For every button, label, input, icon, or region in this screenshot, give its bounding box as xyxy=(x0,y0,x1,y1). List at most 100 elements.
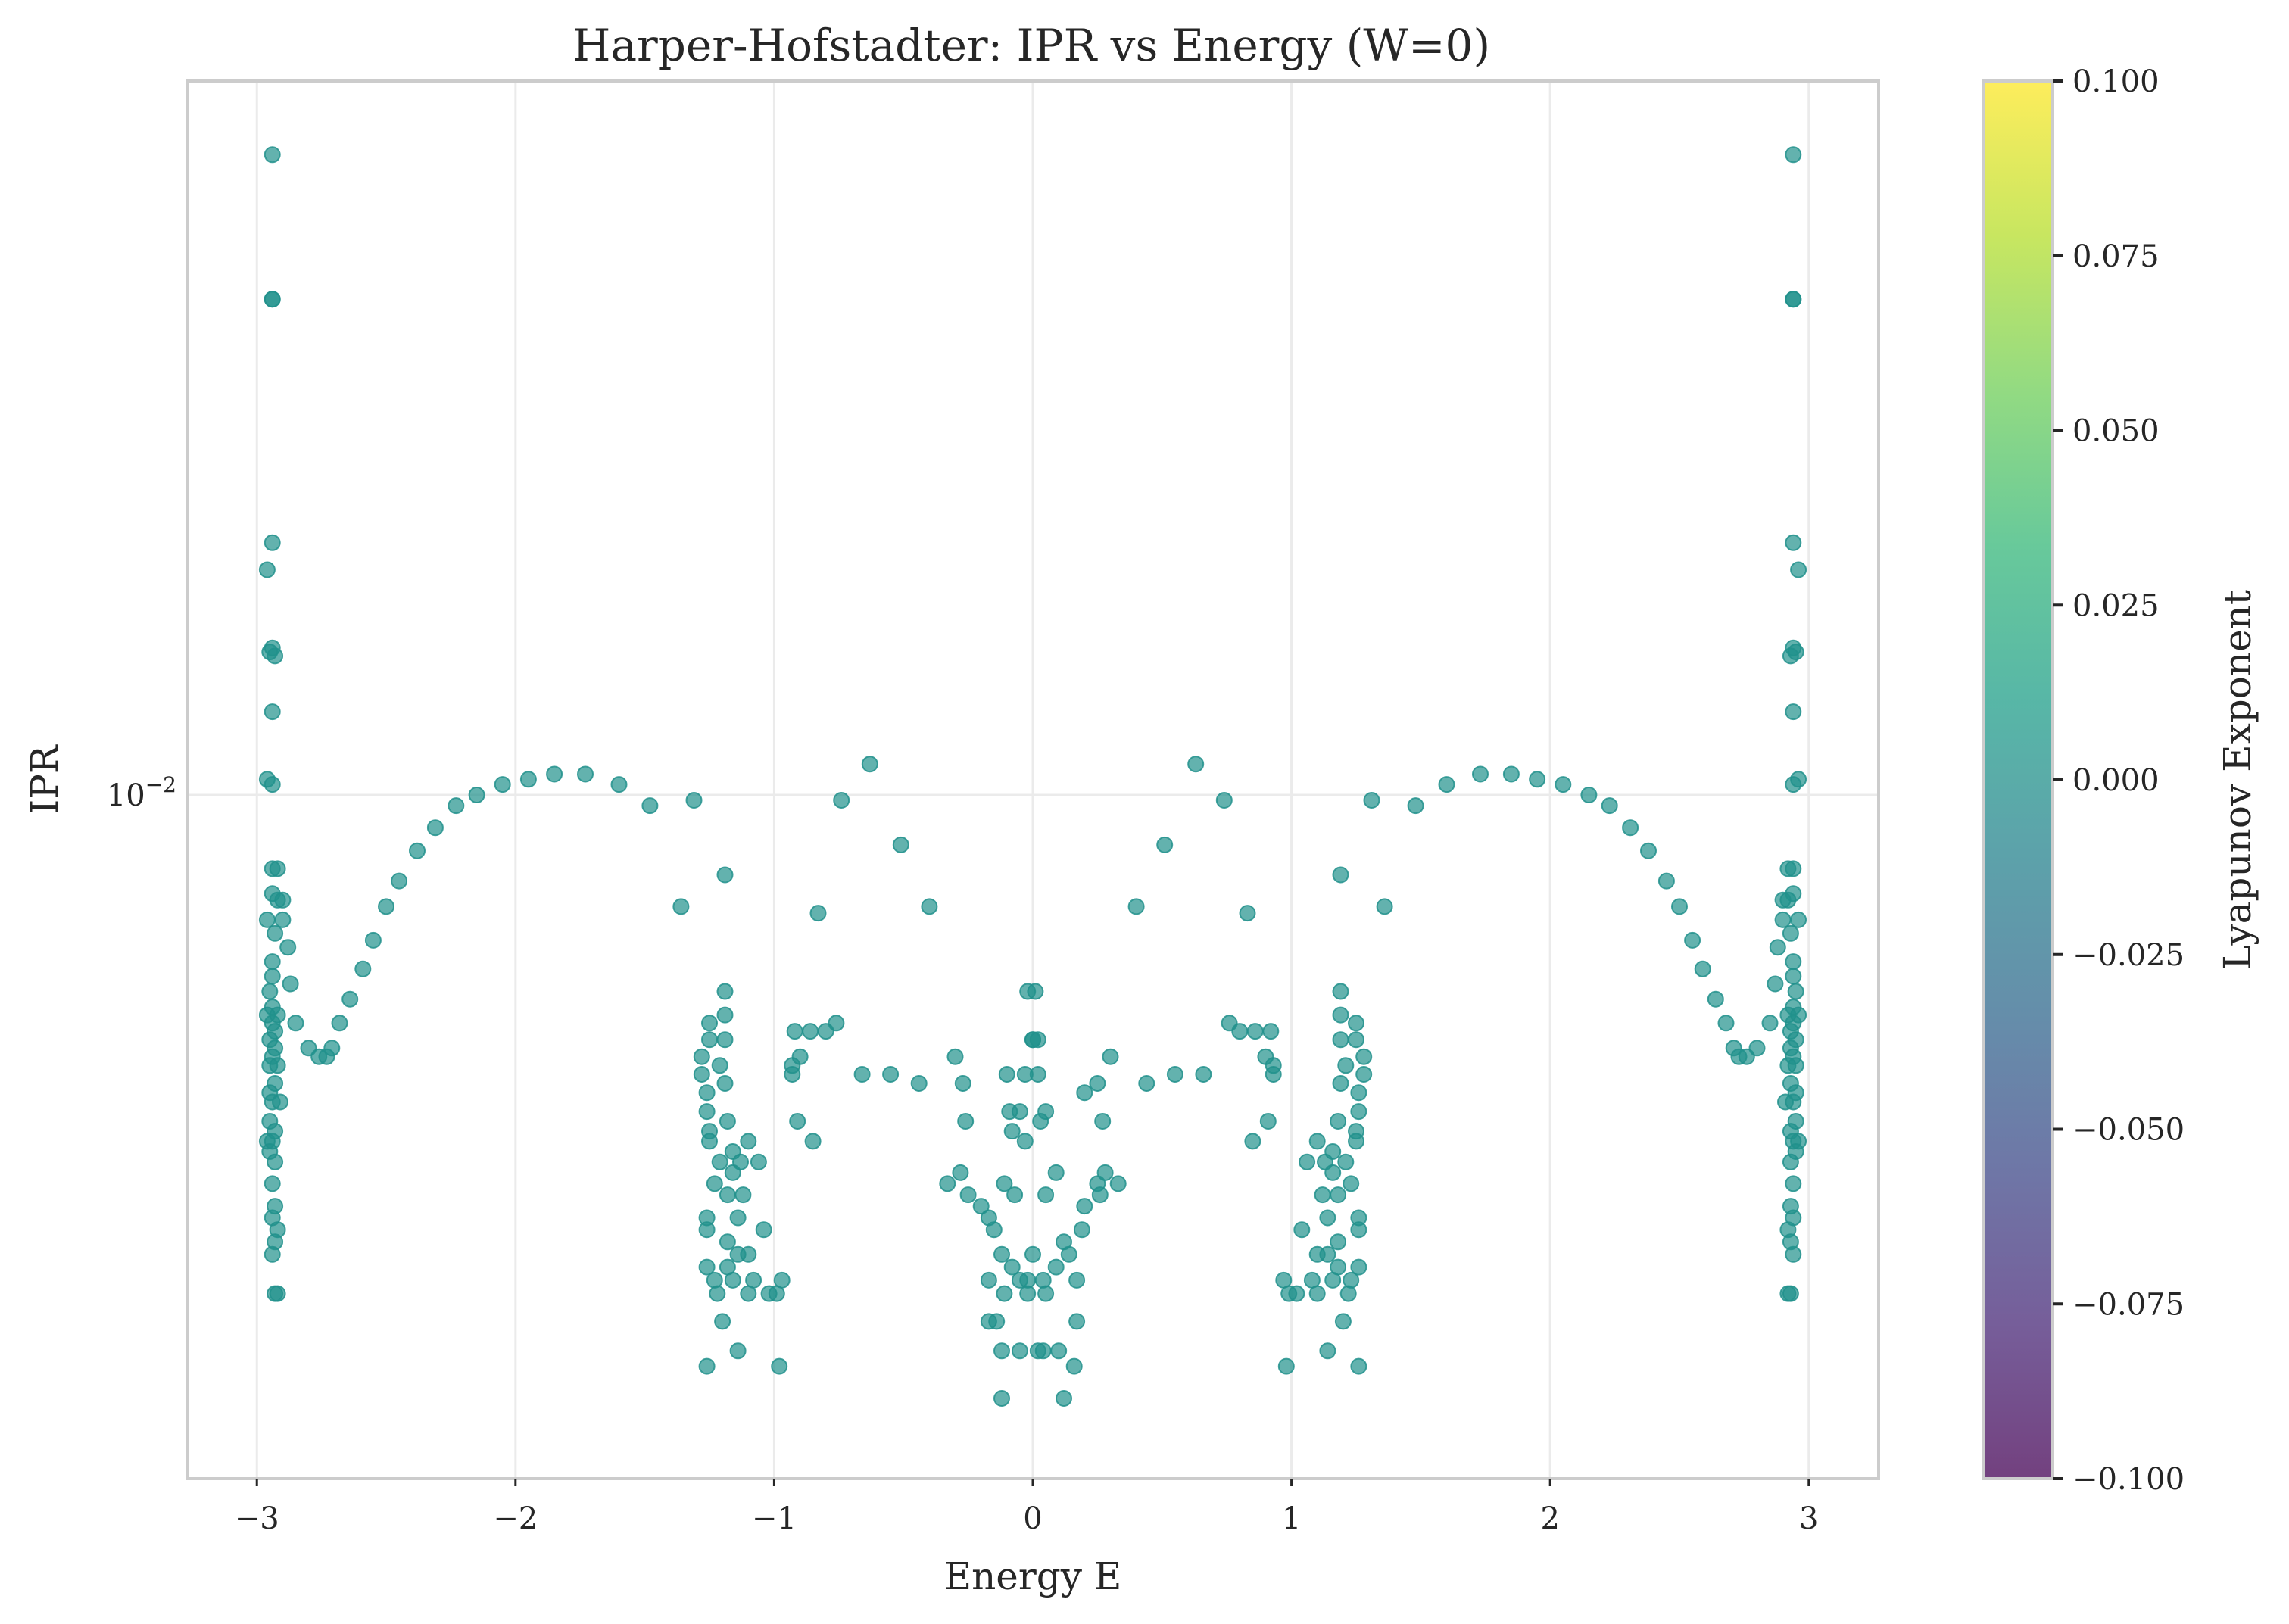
data-point xyxy=(993,1390,1010,1407)
data-point xyxy=(264,703,281,721)
data-point xyxy=(269,860,286,877)
data-point xyxy=(685,792,703,809)
data-point xyxy=(1779,860,1797,877)
data-point xyxy=(1438,776,1455,793)
data-point xyxy=(1332,983,1349,1000)
y-axis-label: IPR xyxy=(23,744,67,814)
data-point xyxy=(1096,1164,1114,1181)
colorbar-tick-label: 0.075 xyxy=(2072,239,2160,274)
colorbar-ticks: 0.100 0.075 0.050 0.025 0.000 −0.025 −0.050 −0.… xyxy=(2053,64,2185,1497)
data-point xyxy=(719,1186,736,1204)
data-point xyxy=(716,1006,734,1024)
data-point xyxy=(701,1133,718,1150)
data-point xyxy=(1348,1133,1364,1150)
data-point xyxy=(264,1245,281,1263)
data-point xyxy=(706,1271,723,1289)
x-tick-label: 3 xyxy=(1799,1501,1818,1536)
data-point xyxy=(269,1006,286,1024)
data-point xyxy=(1060,1245,1077,1263)
data-point xyxy=(786,1023,803,1040)
data-point xyxy=(1640,842,1657,859)
data-point xyxy=(1138,1075,1155,1092)
data-point xyxy=(1767,975,1784,993)
data-point xyxy=(1156,836,1174,853)
data-point xyxy=(817,1023,834,1040)
data-point xyxy=(1215,792,1233,809)
data-point xyxy=(1332,1075,1349,1092)
data-point xyxy=(1019,1285,1037,1302)
data-point xyxy=(1056,1390,1072,1407)
data-point xyxy=(996,1285,1013,1302)
x-axis-ticks: −3 −2 −1 0 1 2 3 xyxy=(235,1479,1818,1536)
data-point xyxy=(789,1113,806,1130)
data-point xyxy=(1091,1186,1109,1204)
data-point xyxy=(1314,1186,1331,1204)
data-point xyxy=(1334,1313,1352,1330)
data-point xyxy=(1339,1285,1357,1302)
data-point xyxy=(1787,983,1804,1000)
data-point xyxy=(711,1057,728,1074)
data-point xyxy=(264,776,281,793)
data-point xyxy=(519,771,537,788)
data-point xyxy=(1337,1057,1355,1074)
chart-title: Harper-Hofstadter: IPR vs Energy (W=0) xyxy=(572,20,1490,71)
data-point xyxy=(768,1285,785,1302)
data-point xyxy=(714,1313,731,1330)
data-point xyxy=(1262,1023,1280,1040)
colorbar-tick-label: −0.075 xyxy=(2072,1287,2185,1322)
data-point xyxy=(1047,1258,1065,1276)
data-point xyxy=(716,866,734,884)
x-tick-label: −1 xyxy=(752,1501,797,1536)
data-point xyxy=(954,1075,971,1092)
data-point xyxy=(1003,1123,1021,1140)
data-point xyxy=(267,647,284,665)
data-point xyxy=(1319,1342,1336,1360)
data-point xyxy=(672,898,690,915)
data-point xyxy=(1003,1258,1021,1276)
data-point xyxy=(921,898,938,915)
data-point xyxy=(698,1258,716,1276)
data-point xyxy=(323,1040,341,1057)
data-point xyxy=(1037,1186,1055,1204)
data-point xyxy=(734,1186,752,1204)
x-tick-label: −3 xyxy=(235,1501,279,1536)
data-point xyxy=(1748,1040,1766,1057)
colorbar-tick-label: 0.100 xyxy=(2072,64,2160,99)
data-point xyxy=(258,911,276,928)
data-point xyxy=(1782,1153,1799,1170)
data-point xyxy=(1785,146,1802,164)
colorbar-tick-label: −0.025 xyxy=(2072,938,2185,973)
data-point xyxy=(1790,561,1807,578)
data-point xyxy=(1332,1031,1349,1049)
data-point xyxy=(1068,1313,1086,1330)
data-point xyxy=(261,983,279,1000)
data-point xyxy=(1029,1342,1046,1360)
data-point xyxy=(1319,1209,1336,1227)
data-point xyxy=(494,776,511,793)
data-point xyxy=(1785,1245,1802,1263)
data-point xyxy=(1355,1066,1373,1083)
data-point xyxy=(274,891,292,909)
data-point xyxy=(1244,1133,1261,1150)
data-point xyxy=(1790,911,1807,928)
data-point xyxy=(1024,1245,1041,1263)
data-point xyxy=(1332,1006,1349,1024)
data-point xyxy=(1324,1271,1342,1289)
data-point xyxy=(957,1113,975,1130)
data-point xyxy=(729,1342,747,1360)
data-point xyxy=(791,1048,809,1065)
data-point xyxy=(1034,1271,1052,1289)
data-point xyxy=(972,1198,990,1215)
data-point xyxy=(853,1066,871,1083)
data-point xyxy=(1127,898,1145,915)
data-point xyxy=(641,797,659,815)
data-point xyxy=(1308,1245,1326,1263)
data-point xyxy=(998,1066,1015,1083)
data-point xyxy=(1011,1103,1028,1121)
data-point xyxy=(1094,1113,1112,1130)
data-point xyxy=(882,1066,900,1083)
data-point xyxy=(1259,1113,1277,1130)
data-point xyxy=(729,1209,747,1227)
data-point xyxy=(1265,1066,1282,1083)
